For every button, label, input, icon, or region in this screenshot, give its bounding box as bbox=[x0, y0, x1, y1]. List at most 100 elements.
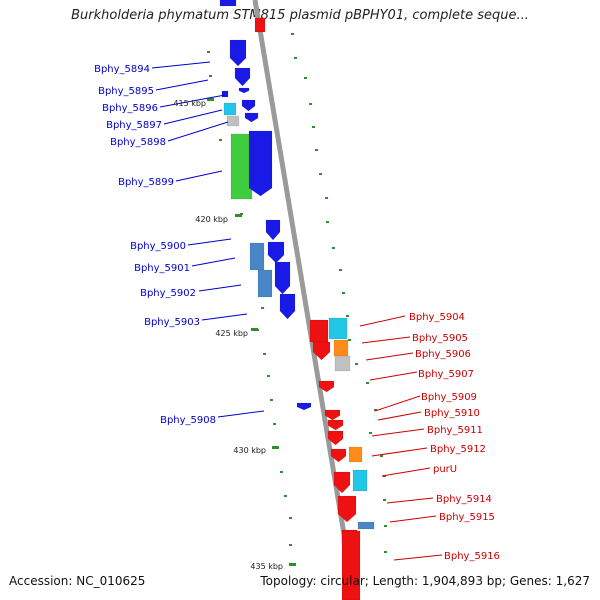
gene-feature-cyan bbox=[328, 317, 348, 340]
leader-line bbox=[386, 497, 434, 504]
gene-label-bphy-5905[interactable]: Bphy_5905 bbox=[412, 333, 468, 344]
tick-mark bbox=[261, 307, 264, 309]
major-tick-mark bbox=[207, 98, 214, 101]
gene-label-bphy-5908[interactable]: Bphy_5908 bbox=[160, 415, 216, 426]
major-tick-mark bbox=[289, 563, 296, 566]
gene-feature-blue bbox=[274, 261, 291, 295]
gene-label-bphy-5895[interactable]: Bphy_5895 bbox=[98, 86, 154, 97]
leader-line bbox=[369, 371, 418, 381]
gene-labels: Bphy_5894 Bphy_5895 Bphy_5896 Bphy_5897 Bphy… bbox=[94, 64, 500, 562]
tick-mark bbox=[366, 382, 369, 384]
gene-feature-red bbox=[327, 419, 344, 431]
tick-mark bbox=[384, 551, 387, 553]
major-tick-mark bbox=[251, 328, 258, 331]
tick-marks bbox=[207, 33, 387, 566]
label-leader-lines bbox=[151, 61, 443, 561]
gene-feature-blue bbox=[248, 130, 273, 197]
gene-feature-orange bbox=[348, 446, 363, 463]
gene-feature-blue bbox=[265, 219, 281, 241]
tick-mark bbox=[304, 77, 307, 79]
leader-line bbox=[393, 554, 443, 561]
gene-label-bphy-5907[interactable]: Bphy_5907 bbox=[418, 369, 474, 380]
tick-mark bbox=[291, 33, 294, 35]
kbp-label: 420 kbp bbox=[195, 215, 228, 224]
tick-mark bbox=[325, 197, 328, 199]
gene-feature-red bbox=[254, 17, 266, 33]
gene-feature-steel bbox=[257, 269, 273, 298]
leader-line bbox=[371, 447, 428, 457]
leader-line bbox=[198, 284, 242, 292]
leader-line bbox=[155, 79, 209, 91]
kbp-label: 415 kbp bbox=[173, 99, 206, 108]
kbp-scale-labels: 415 kbp 420 kbp 425 kbp 430 kbp 435 kbp bbox=[173, 99, 283, 571]
tick-mark bbox=[380, 455, 383, 457]
tick-mark bbox=[319, 173, 322, 175]
leader-line bbox=[187, 238, 232, 246]
tick-mark bbox=[312, 126, 315, 128]
gene-label-bphy-5906[interactable]: Bphy_5906 bbox=[415, 349, 471, 360]
gene-label-bphy-5903[interactable]: Bphy_5903 bbox=[144, 317, 200, 328]
leader-line bbox=[217, 410, 265, 418]
leader-line bbox=[365, 352, 414, 361]
gene-feature-gray bbox=[226, 115, 240, 127]
gene-label-bphy-5898[interactable]: Bphy_5898 bbox=[110, 137, 166, 148]
tick-mark bbox=[369, 432, 372, 434]
gene-label-bphy-5899[interactable]: Bphy_5899 bbox=[118, 177, 174, 188]
gene-feature-blue bbox=[279, 293, 296, 320]
leader-line bbox=[359, 315, 406, 327]
gene-feature-red bbox=[309, 319, 329, 343]
gene-label-bphy-5904[interactable]: Bphy_5904 bbox=[409, 312, 465, 323]
gene-features bbox=[219, 0, 375, 600]
tick-mark bbox=[263, 353, 266, 355]
leader-line bbox=[191, 257, 236, 267]
leader-line bbox=[389, 515, 437, 523]
gene-label-bphy-5900[interactable]: Bphy_5900 bbox=[130, 241, 186, 252]
gene-label-puru[interactable]: purU bbox=[433, 464, 457, 475]
gene-label-bphy-5909[interactable]: Bphy_5909 bbox=[421, 392, 477, 403]
gene-feature-steel bbox=[249, 242, 265, 271]
gene-label-bphy-5894[interactable]: Bphy_5894 bbox=[94, 64, 150, 75]
tick-mark bbox=[355, 363, 358, 365]
tick-mark bbox=[348, 339, 351, 341]
gene-feature-blue bbox=[238, 87, 250, 94]
tick-mark bbox=[270, 399, 273, 401]
tick-mark bbox=[207, 51, 210, 53]
kbp-label: 435 kbp bbox=[250, 562, 283, 571]
tick-mark bbox=[273, 423, 276, 425]
topology-stats-text: Topology: circular; Length: 1,904,893 bp… bbox=[260, 574, 590, 588]
gene-label-bphy-5910[interactable]: Bphy_5910 bbox=[424, 408, 480, 419]
leader-line bbox=[371, 428, 425, 437]
gene-label-bphy-5911[interactable]: Bphy_5911 bbox=[427, 425, 483, 436]
tick-mark bbox=[267, 375, 270, 377]
tick-mark bbox=[326, 221, 329, 223]
gene-label-bphy-5912[interactable]: Bphy_5912 bbox=[430, 444, 486, 455]
gene-feature-blue bbox=[241, 99, 256, 112]
tick-mark bbox=[342, 292, 345, 294]
tick-mark bbox=[294, 57, 297, 59]
leader-line bbox=[374, 395, 421, 412]
gene-feature-cyan bbox=[223, 102, 237, 116]
accession-text: Accession: NC_010625 bbox=[9, 574, 146, 588]
gene-feature-red bbox=[312, 341, 331, 361]
gene-label-bphy-5916[interactable]: Bphy_5916 bbox=[444, 551, 500, 562]
gene-feature-red bbox=[324, 409, 341, 421]
gene-feature-green bbox=[230, 133, 253, 200]
gene-label-bphy-5896[interactable]: Bphy_5896 bbox=[102, 103, 158, 114]
gene-feature-orange bbox=[333, 339, 349, 357]
gene-label-bphy-5902[interactable]: Bphy_5902 bbox=[140, 288, 196, 299]
gene-feature-blue bbox=[234, 67, 251, 87]
gene-feature-red bbox=[341, 530, 361, 600]
gene-label-bphy-5897[interactable]: Bphy_5897 bbox=[106, 120, 162, 131]
gene-label-bphy-5914[interactable]: Bphy_5914 bbox=[436, 494, 492, 505]
gene-feature-blue bbox=[267, 241, 285, 264]
major-tick-mark bbox=[272, 446, 279, 449]
gene-label-bphy-5915[interactable]: Bphy_5915 bbox=[439, 512, 495, 523]
tick-mark bbox=[309, 103, 312, 105]
tick-mark bbox=[339, 269, 342, 271]
kbp-label: 430 kbp bbox=[233, 446, 266, 455]
leader-line bbox=[201, 313, 248, 321]
gene-feature-blue bbox=[221, 90, 229, 98]
gene-label-bphy-5901[interactable]: Bphy_5901 bbox=[134, 263, 190, 274]
